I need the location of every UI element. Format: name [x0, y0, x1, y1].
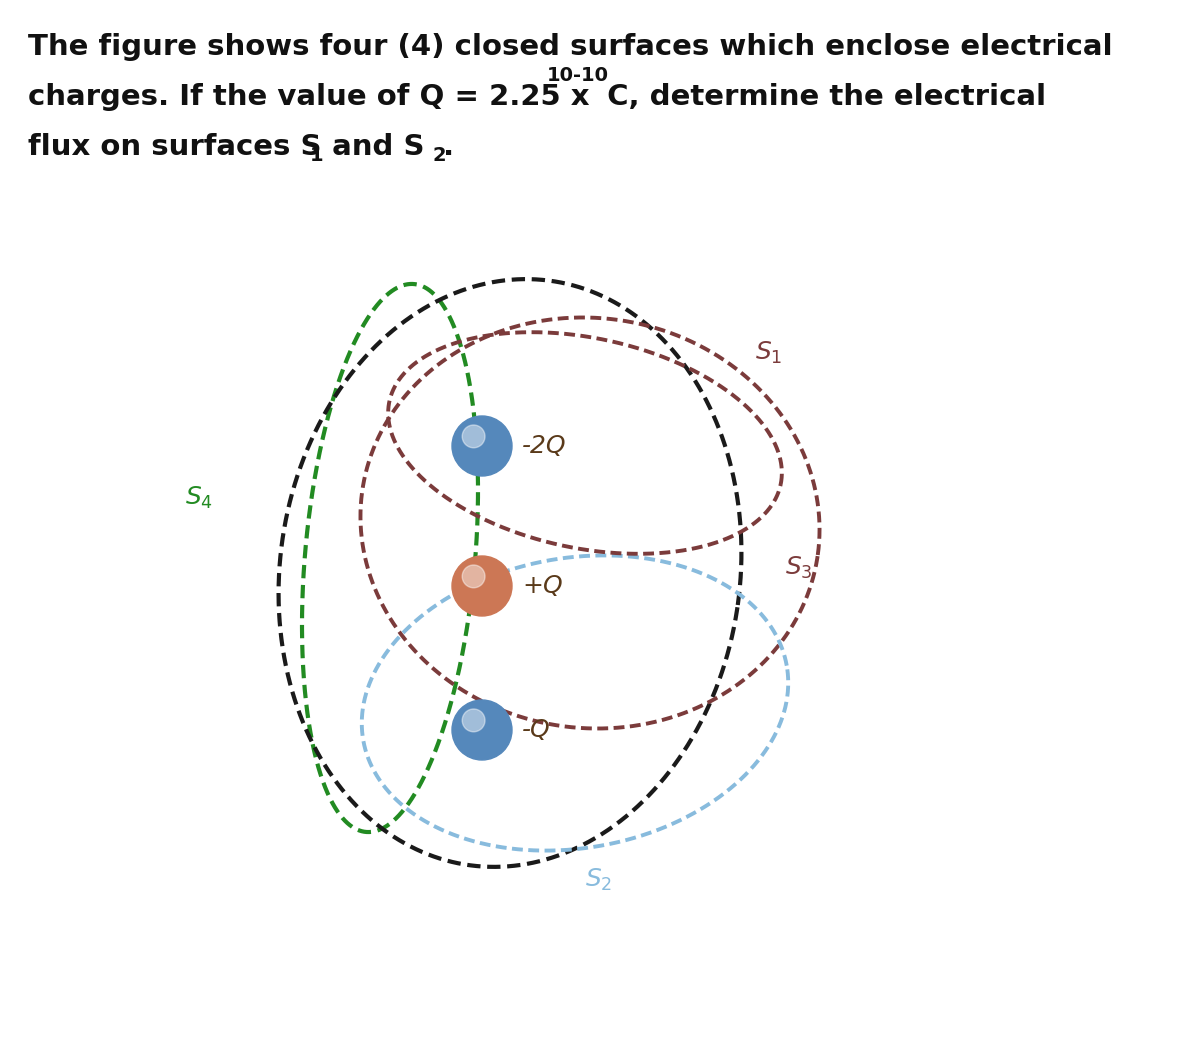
Text: $\it{S}_4$: $\it{S}_4$ [185, 485, 213, 511]
Text: flux on surfaces S: flux on surfaces S [28, 133, 331, 161]
Circle shape [452, 557, 512, 616]
Text: $\it{S}_3$: $\it{S}_3$ [785, 554, 812, 581]
Text: C, determine the electrical: C, determine the electrical [597, 83, 1046, 111]
Text: $\it{S}_2$: $\it{S}_2$ [585, 867, 612, 893]
Circle shape [462, 565, 486, 588]
Text: 1: 1 [310, 146, 324, 165]
Text: 10-10: 10-10 [547, 66, 609, 85]
Text: and S: and S [322, 133, 425, 161]
Text: charges. If the value of Q = 2.25 x: charges. If the value of Q = 2.25 x [28, 83, 599, 111]
Text: The figure shows four (4) closed surfaces which enclose electrical: The figure shows four (4) closed surface… [28, 33, 1112, 61]
Text: .: . [443, 133, 454, 161]
Text: -Q: -Q [521, 718, 550, 742]
Circle shape [452, 700, 512, 760]
Circle shape [462, 709, 486, 732]
Circle shape [462, 425, 486, 448]
Text: $\it{S}_1$: $\it{S}_1$ [755, 340, 782, 366]
Circle shape [452, 416, 512, 476]
Text: 2: 2 [432, 146, 446, 165]
Text: -2Q: -2Q [521, 434, 567, 458]
Text: +Q: +Q [521, 574, 562, 598]
